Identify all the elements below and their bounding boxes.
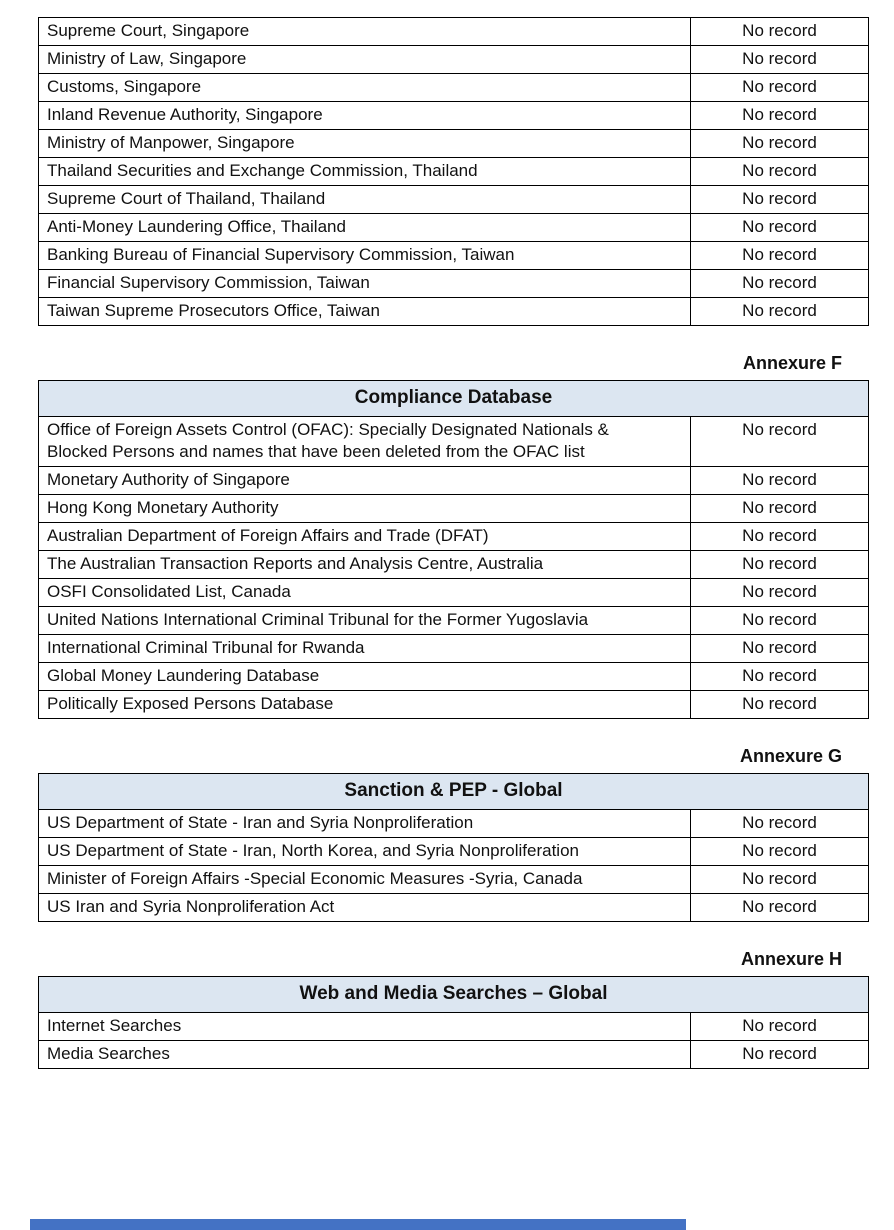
source-cell: Supreme Court, Singapore	[38, 17, 691, 46]
compliance-database-table: Compliance Database Office of Foreign As…	[38, 380, 869, 719]
result-cell: No record	[690, 634, 869, 663]
source-cell: Media Searches	[38, 1040, 691, 1069]
table-row: Global Money Laundering Database No reco…	[38, 662, 869, 691]
table-row: Customs, Singapore No record	[38, 73, 869, 102]
sanction-pep-global-table: Sanction & PEP - Global US Department of…	[38, 773, 869, 922]
result-cell: No record	[690, 101, 869, 130]
table-row: Minister of Foreign Affairs -Special Eco…	[38, 865, 869, 894]
table-row: International Criminal Tribunal for Rwan…	[38, 634, 869, 663]
result-cell: No record	[690, 522, 869, 551]
source-cell: United Nations International Criminal Tr…	[38, 606, 691, 635]
table-row: The Australian Transaction Reports and A…	[38, 550, 869, 579]
result-cell: No record	[690, 837, 869, 866]
result-cell: No record	[690, 129, 869, 158]
result-cell: No record	[690, 466, 869, 495]
result-cell: No record	[690, 690, 869, 719]
result-cell: No record	[690, 241, 869, 270]
result-cell: No record	[690, 494, 869, 523]
source-cell: Politically Exposed Persons Database	[38, 690, 691, 719]
result-cell: No record	[690, 17, 869, 46]
table-row: US Iran and Syria Nonproliferation Act N…	[38, 893, 869, 922]
source-cell: Thailand Securities and Exchange Commiss…	[38, 157, 691, 186]
result-cell: No record	[690, 73, 869, 102]
annexure-g-label: Annexure G	[739, 746, 842, 766]
registry-sources-table: Supreme Court, Singapore No record Minis…	[38, 17, 869, 326]
table-row: Monetary Authority of Singapore No recor…	[38, 466, 869, 495]
result-cell: No record	[690, 45, 869, 74]
source-cell: Taiwan Supreme Prosecutors Office, Taiwa…	[38, 297, 691, 326]
table-row: Australian Department of Foreign Affairs…	[38, 522, 869, 551]
table-row: United Nations International Criminal Tr…	[38, 606, 869, 635]
table-row: OSFI Consolidated List, Canada No record	[38, 578, 869, 607]
table-row: Anti-Money Laundering Office, Thailand N…	[38, 213, 869, 242]
table-row: Ministry of Manpower, Singapore No recor…	[38, 129, 869, 158]
source-cell: Customs, Singapore	[38, 73, 691, 102]
annexure-h-label: Annexure H	[740, 949, 842, 969]
source-cell: Ministry of Manpower, Singapore	[38, 129, 691, 158]
table-row: Hong Kong Monetary Authority No record	[38, 494, 869, 523]
source-cell: Internet Searches	[38, 1012, 691, 1041]
table-row: Banking Bureau of Financial Supervisory …	[38, 241, 869, 270]
table-row: Supreme Court of Thailand, Thailand No r…	[38, 185, 869, 214]
source-cell: Financial Supervisory Commission, Taiwan	[38, 269, 691, 298]
source-cell: Supreme Court of Thailand, Thailand	[38, 185, 691, 214]
source-cell: Banking Bureau of Financial Supervisory …	[38, 241, 691, 270]
result-cell: No record	[690, 893, 869, 922]
result-cell: No record	[690, 213, 869, 242]
result-cell: No record	[690, 578, 869, 607]
source-cell: International Criminal Tribunal for Rwan…	[38, 634, 691, 663]
web-media-searches-table: Web and Media Searches – Global Internet…	[37, 976, 870, 1069]
source-cell: Office of Foreign Assets Control (OFAC):…	[38, 416, 691, 467]
table-row: Financial Supervisory Commission, Taiwan…	[38, 269, 869, 298]
table-row: Taiwan Supreme Prosecutors Office, Taiwa…	[38, 297, 869, 326]
source-cell: Global Money Laundering Database	[38, 662, 691, 691]
table-row: US Department of State - Iran, North Kor…	[38, 837, 869, 866]
source-cell: The Australian Transaction Reports and A…	[38, 550, 691, 579]
table-header-row: Compliance Database	[38, 380, 869, 417]
source-cell: OSFI Consolidated List, Canada	[38, 578, 691, 607]
table-header-row: Sanction & PEP - Global	[38, 773, 869, 810]
table-header-row: Web and Media Searches – Global	[37, 976, 870, 1013]
table-row: Politically Exposed Persons Database No …	[38, 690, 869, 719]
result-cell: No record	[689, 1040, 870, 1069]
table-row: Office of Foreign Assets Control (OFAC):…	[38, 416, 869, 467]
table-row: Ministry of Law, Singapore No record	[38, 45, 869, 74]
source-cell: Australian Department of Foreign Affairs…	[38, 522, 691, 551]
table-title: Web and Media Searches – Global	[37, 976, 870, 1013]
result-cell: No record	[690, 550, 869, 579]
source-cell: Inland Revenue Authority, Singapore	[38, 101, 691, 130]
result-cell: No record	[690, 606, 869, 635]
table-row: Internet Searches No record	[38, 1012, 870, 1041]
table-title: Compliance Database	[38, 380, 869, 417]
result-cell: No record	[690, 185, 869, 214]
table-row: Thailand Securities and Exchange Commiss…	[38, 157, 869, 186]
source-cell: US Department of State - Iran, North Kor…	[38, 837, 691, 866]
source-cell: Minister of Foreign Affairs -Special Eco…	[38, 865, 691, 894]
page-bottom-accent-bar	[30, 1219, 686, 1230]
table-row: US Department of State - Iran and Syria …	[38, 809, 869, 838]
table-row: Media Searches No record	[38, 1040, 870, 1069]
table-row: Supreme Court, Singapore No record	[38, 17, 869, 46]
result-cell: No record	[689, 1012, 870, 1041]
source-cell: Monetary Authority of Singapore	[38, 466, 691, 495]
annexure-f-label: Annexure F	[742, 353, 842, 373]
result-cell: No record	[690, 416, 869, 467]
source-cell: Hong Kong Monetary Authority	[38, 494, 691, 523]
result-cell: No record	[690, 662, 869, 691]
source-cell: Anti-Money Laundering Office, Thailand	[38, 213, 691, 242]
table-row: Inland Revenue Authority, Singapore No r…	[38, 101, 869, 130]
source-cell: Ministry of Law, Singapore	[38, 45, 691, 74]
result-cell: No record	[690, 297, 869, 326]
table-title: Sanction & PEP - Global	[38, 773, 869, 810]
source-cell: US Iran and Syria Nonproliferation Act	[38, 893, 691, 922]
result-cell: No record	[690, 157, 869, 186]
result-cell: No record	[690, 269, 869, 298]
source-cell: US Department of State - Iran and Syria …	[38, 809, 691, 838]
report-page: Supreme Court, Singapore No record Minis…	[37, 17, 870, 1069]
result-cell: No record	[690, 809, 869, 838]
result-cell: No record	[690, 865, 869, 894]
